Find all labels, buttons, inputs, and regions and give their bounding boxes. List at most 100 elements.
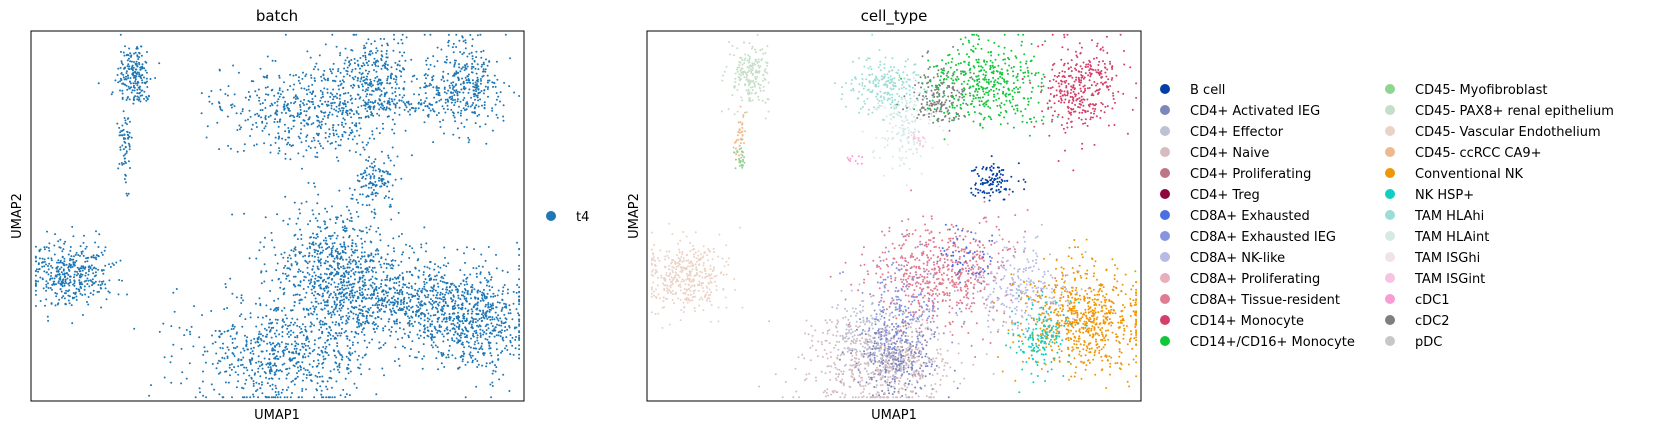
data-point <box>256 112 259 115</box>
data-point <box>361 246 364 249</box>
data-point <box>137 71 140 74</box>
data-point <box>417 321 420 324</box>
data-point <box>241 386 243 389</box>
data-point <box>332 245 335 248</box>
data-point <box>396 64 399 67</box>
data-point <box>359 257 362 260</box>
data-point <box>229 374 231 377</box>
data-point <box>481 265 484 268</box>
data-point <box>478 348 481 351</box>
data-point <box>470 308 473 311</box>
data-point <box>288 367 291 370</box>
data-point <box>372 90 375 93</box>
data-point <box>757 58 760 61</box>
data-point <box>324 304 326 307</box>
data-point <box>228 366 231 369</box>
data-point <box>435 93 438 96</box>
data-point <box>387 320 390 323</box>
data-point <box>276 110 279 113</box>
data-point <box>265 349 268 352</box>
data-point <box>348 61 350 64</box>
data-point <box>427 320 429 323</box>
data-point <box>456 341 459 344</box>
data-point <box>359 322 362 325</box>
data-point <box>328 276 331 279</box>
data-point <box>329 376 332 379</box>
data-point <box>326 255 329 258</box>
data-point <box>227 85 230 88</box>
data-point <box>316 365 319 367</box>
data-point <box>342 87 345 89</box>
data-point <box>281 335 284 338</box>
data-point <box>324 223 326 226</box>
data-point <box>92 256 95 259</box>
data-point <box>471 317 474 320</box>
data-point <box>455 337 458 340</box>
data-point <box>92 272 95 275</box>
data-point <box>748 67 750 70</box>
data-point <box>380 279 383 282</box>
data-point <box>350 283 353 286</box>
data-point <box>148 394 151 397</box>
data-point <box>120 134 122 137</box>
data-point <box>324 237 327 239</box>
data-point <box>312 122 315 125</box>
data-point <box>474 98 476 101</box>
data-point <box>312 265 315 268</box>
data-point <box>346 321 349 324</box>
data-point <box>447 353 450 356</box>
data-point <box>69 275 72 278</box>
data-point <box>137 58 140 61</box>
data-point <box>53 244 56 247</box>
data-point <box>348 187 351 190</box>
data-point <box>266 362 269 365</box>
cell-type-scatter-points <box>650 33 1138 399</box>
data-point <box>736 89 739 92</box>
data-point <box>257 316 260 319</box>
data-point <box>504 317 507 320</box>
data-point <box>351 68 354 71</box>
data-point <box>421 367 424 370</box>
data-point <box>410 293 413 296</box>
data-point <box>470 337 472 340</box>
data-point <box>733 54 736 57</box>
data-point <box>758 70 761 73</box>
data-point <box>401 54 404 57</box>
data-point <box>401 293 404 296</box>
data-point <box>748 57 751 60</box>
data-point <box>273 94 276 97</box>
data-point <box>297 152 300 155</box>
data-point <box>317 346 320 349</box>
data-point <box>291 317 294 320</box>
data-point <box>419 323 422 326</box>
data-point <box>122 154 125 157</box>
data-point <box>442 353 445 356</box>
data-point <box>410 322 413 325</box>
data-point <box>243 212 246 215</box>
data-point <box>133 74 136 77</box>
data-point <box>92 254 95 257</box>
data-point <box>741 67 744 70</box>
data-point <box>412 325 414 328</box>
data-point <box>328 294 331 297</box>
data-point <box>69 249 72 252</box>
data-point <box>332 129 335 132</box>
data-point <box>323 115 326 118</box>
data-point <box>332 132 335 135</box>
data-point <box>392 78 395 80</box>
data-point <box>218 102 221 105</box>
data-point <box>133 61 135 63</box>
data-point <box>331 142 333 144</box>
data-point <box>173 310 176 313</box>
data-point <box>370 253 373 256</box>
data-point <box>337 68 340 70</box>
data-point <box>324 136 327 139</box>
data-point <box>341 284 344 287</box>
data-point <box>351 292 354 295</box>
data-point <box>431 76 434 79</box>
data-point <box>471 284 474 286</box>
data-point <box>373 57 376 60</box>
data-point <box>407 321 410 324</box>
data-point <box>308 116 311 119</box>
data-point <box>377 168 380 170</box>
